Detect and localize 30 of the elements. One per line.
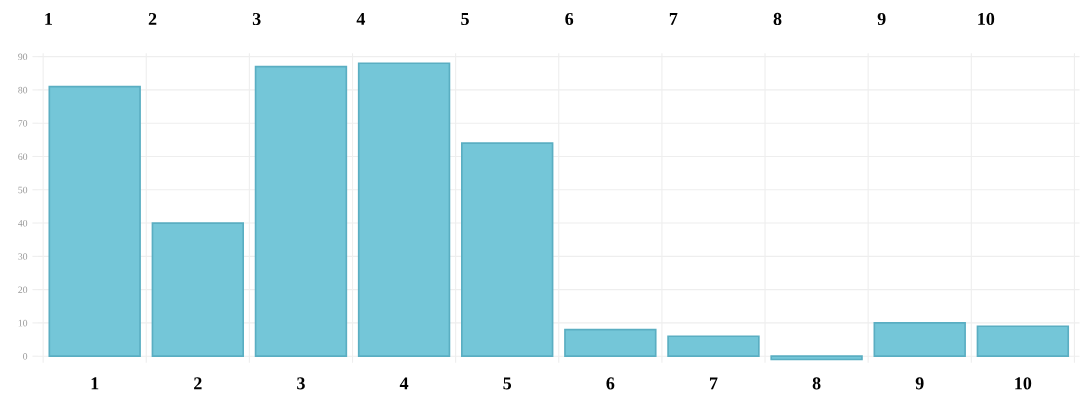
x-tick-label: 7	[669, 13, 678, 25]
text: 5	[503, 377, 512, 390]
text: 3	[297, 377, 305, 390]
x-tick-label: 3	[252, 12, 261, 26]
y-tick-label: 20	[18, 286, 28, 294]
text: 2	[194, 377, 202, 390]
y-tick-label: 40	[18, 219, 28, 227]
text: 9	[915, 377, 924, 390]
y-tick-label: 0	[23, 353, 28, 360]
text: 6	[606, 377, 615, 390]
y-tick-label: 80	[18, 86, 28, 94]
y-tick-label: 50	[18, 186, 28, 194]
y-tick-label: 90	[18, 53, 28, 61]
text: 8	[812, 377, 821, 390]
x-tick-label: 1	[45, 12, 52, 25]
text: 1	[91, 377, 99, 390]
y-tick-label: 70	[18, 120, 28, 127]
x-tick-label: 2	[148, 12, 157, 25]
y-tick-label: 30	[18, 253, 28, 260]
x-tick-label: 5	[461, 13, 469, 26]
text: 10	[1015, 377, 1032, 390]
y-tick-label: 60	[18, 153, 28, 160]
x-tick-label: 4	[356, 12, 366, 25]
x-tick-label: 6	[565, 12, 574, 26]
x-tick-label: 8	[773, 12, 782, 26]
x-tick-label: 9	[877, 12, 886, 26]
x-tick-label: 10	[978, 12, 995, 26]
y-tick-label: 10	[18, 319, 28, 327]
text: 4	[399, 377, 409, 390]
text: 7	[709, 377, 718, 390]
